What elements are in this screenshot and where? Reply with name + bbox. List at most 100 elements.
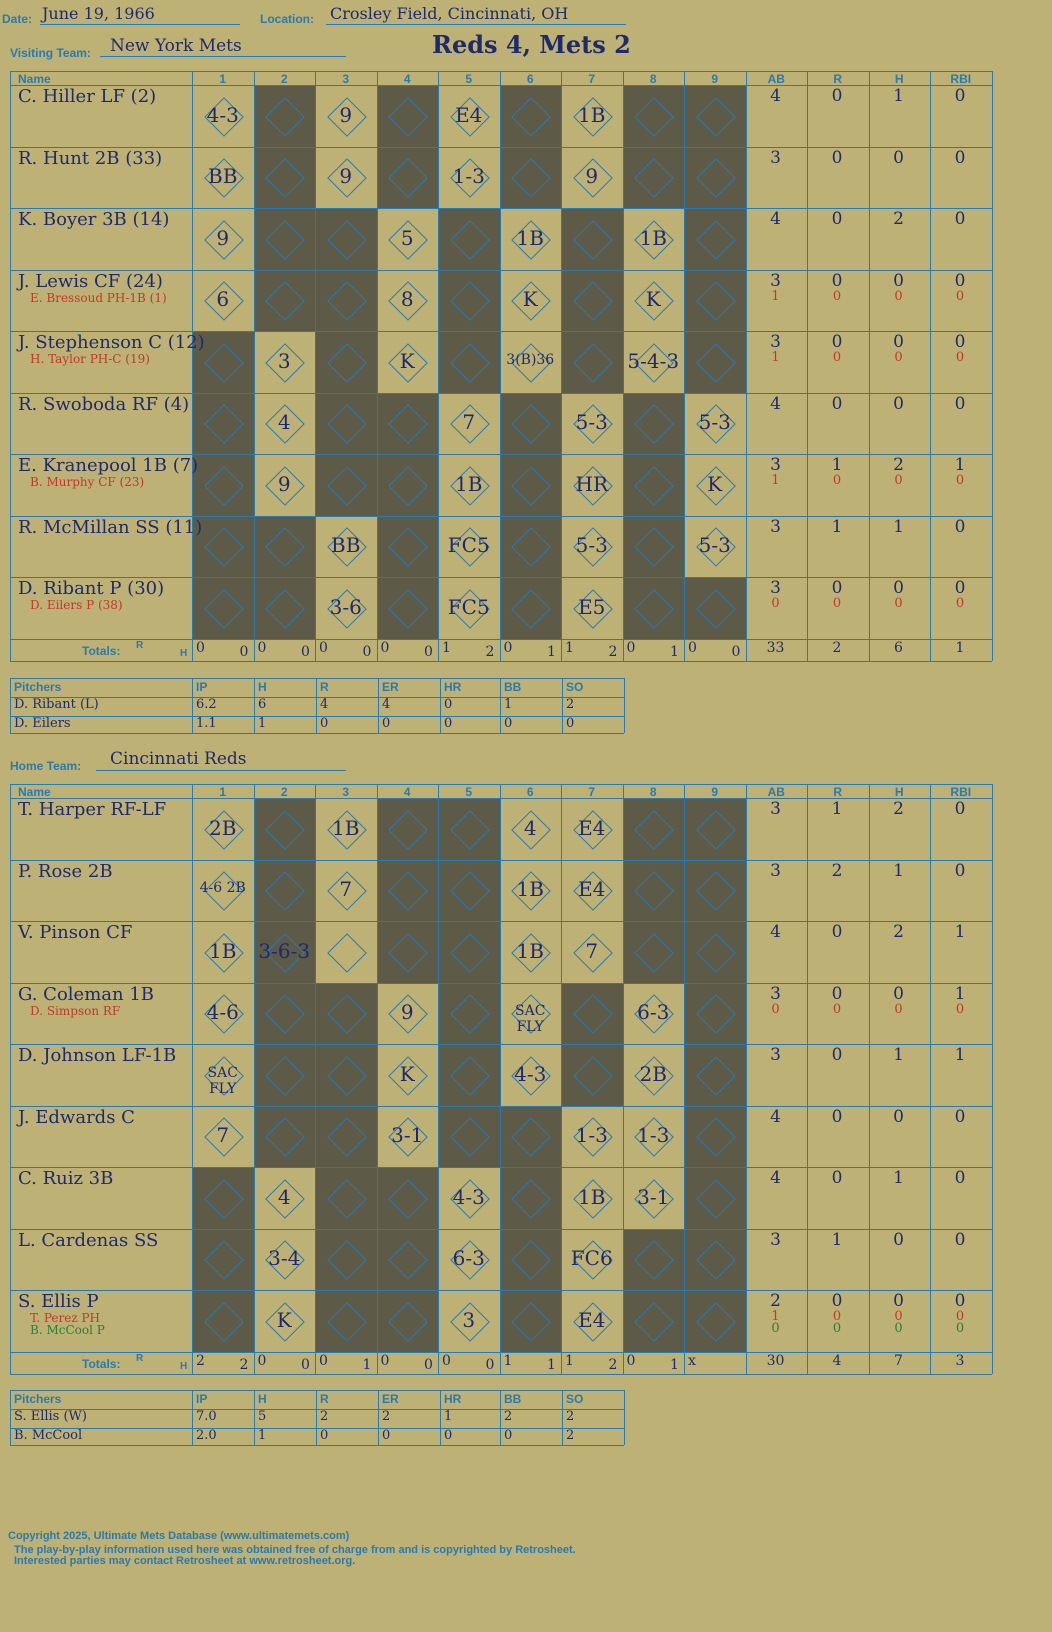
inning-runs: 2 [196, 1352, 205, 1369]
grid-line [807, 784, 808, 1374]
inning-header: 2 [280, 785, 288, 799]
total-rbi: 3 [955, 1352, 965, 1369]
unused-at-bat-cell [684, 1290, 746, 1352]
total-ab: 33 [766, 639, 785, 656]
at-bat-result: 7 [216, 1123, 230, 1148]
at-bat-result: 3-1 [391, 1123, 424, 1148]
pitcher-stat: 0 [504, 1428, 513, 1443]
inning-runs: 0 [196, 639, 205, 656]
grid-line [10, 733, 624, 734]
grid-line [10, 1390, 11, 1445]
unused-at-bat-cell [438, 1105, 500, 1167]
sub2-r: 0 [832, 1321, 842, 1336]
batter-ab: 3 [770, 270, 781, 291]
at-bat-result: E5 [578, 594, 606, 619]
base-diamond [326, 932, 367, 973]
sub-ab: 0 [771, 596, 780, 611]
grid-line [10, 269, 992, 271]
batter-r: 0 [831, 1106, 843, 1127]
pitcher-stat-header: H [258, 680, 267, 694]
pitcher-stat: 7.0 [196, 1409, 217, 1424]
batter-ab: 3 [770, 578, 781, 598]
grid-line [10, 146, 992, 148]
grid-line [10, 1373, 992, 1375]
unused-at-bat-cell [376, 1290, 438, 1352]
at-bat-result: BB [208, 164, 238, 189]
visiting-team: New York Mets [110, 36, 242, 56]
unused-at-bat-cell [253, 515, 315, 577]
at-bat-result: 9 [585, 164, 599, 189]
sub-rbi: 0 [955, 288, 965, 304]
inning-header: 5 [465, 72, 473, 86]
total-ab: 30 [766, 1352, 785, 1369]
unused-at-bat-cell [376, 1167, 438, 1229]
at-bat-result: 7 [339, 877, 353, 902]
batter-h: 1 [893, 1168, 904, 1188]
inning-header: 2 [280, 72, 288, 86]
unused-at-bat-cell [499, 85, 561, 147]
at-bat-result: 7 [462, 410, 476, 435]
grid-line [745, 784, 747, 1374]
grid-line [10, 697, 624, 698]
unused-at-bat-cell [192, 1228, 254, 1290]
sub-r: 0 [832, 288, 842, 304]
stat-header: RBI [950, 72, 972, 86]
inning-hits: 2 [608, 1356, 618, 1373]
unused-at-bat-cell [192, 454, 254, 516]
unused-at-bat-cell [253, 1044, 315, 1106]
batter-rbi: 0 [954, 1229, 966, 1250]
grid-line [10, 515, 992, 517]
grid-line [10, 85, 992, 86]
at-bat-result: 1B [516, 225, 544, 250]
retrosheet-contact-line: Interested parties may contact Retroshee… [14, 1555, 356, 1567]
batter-h: 0 [893, 147, 904, 168]
pitcher-stat-header: ER [382, 680, 399, 694]
at-bat-result: 5-4-3 [627, 348, 680, 373]
batter-h: 0 [893, 1106, 904, 1127]
inning-header: 4 [403, 72, 411, 86]
inning-runs: 0 [319, 1352, 328, 1369]
batter-rbi: 1 [954, 1045, 966, 1065]
unused-at-bat-cell [561, 1044, 623, 1106]
at-bat-result: 1B [578, 1184, 606, 1209]
at-bat-result: 1-3 [452, 164, 485, 189]
batter-ab: 4 [770, 1106, 781, 1127]
at-bat-result: E4 [455, 102, 483, 127]
inning-hits: 1 [547, 1356, 556, 1373]
inning-hits: 1 [547, 643, 556, 660]
batter-r: 0 [831, 209, 843, 229]
at-bat-result: 5-3 [698, 533, 731, 558]
date-label: Date: [2, 12, 33, 26]
batter-name: E. Kranepool 1B (7) [18, 455, 199, 476]
batter-name: C. Ruiz 3B [18, 1168, 114, 1189]
batter-rbi: 0 [954, 393, 966, 414]
unused-at-bat-cell [684, 798, 746, 860]
pitcher-stat: 0 [444, 697, 453, 712]
at-bat-result: 3 [462, 1307, 476, 1332]
total-h: 6 [894, 639, 903, 656]
grid-line [561, 784, 562, 1374]
sub-r: 0 [832, 1001, 842, 1017]
sub-ab: 1 [771, 288, 780, 304]
batter-r: 1 [831, 799, 843, 819]
unused-at-bat-cell [684, 269, 746, 331]
unused-at-bat-cell [315, 331, 377, 393]
grid-line [315, 784, 316, 1374]
unused-at-bat-cell [376, 798, 438, 860]
unused-at-bat-cell [622, 392, 684, 454]
pitcher-stat: 2.0 [196, 1428, 217, 1443]
grid-line [10, 392, 992, 394]
grid-line [622, 784, 624, 1374]
unused-at-bat-cell [684, 921, 746, 983]
unused-at-bat-cell [438, 798, 500, 860]
name-column-header: Name [18, 72, 51, 86]
unused-at-bat-cell [684, 1105, 746, 1167]
batter-rbi: 0 [954, 516, 966, 537]
pitcher-stat: 2 [566, 1409, 575, 1424]
sub-r: 0 [832, 596, 842, 611]
at-bat-result: BB [331, 533, 361, 558]
inning-runs: 0 [319, 639, 328, 656]
pitcher-stat: 4 [320, 697, 329, 712]
batter-name: R. Hunt 2B (33) [18, 147, 163, 169]
unused-at-bat-cell [315, 1044, 377, 1106]
